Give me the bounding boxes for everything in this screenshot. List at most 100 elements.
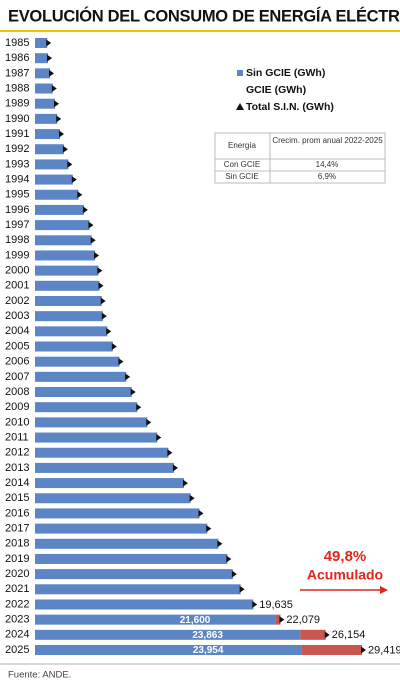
bar bbox=[35, 356, 120, 367]
bar bbox=[35, 68, 51, 79]
table-cell: 6,9% bbox=[318, 172, 336, 181]
y-tick-label: 2014 bbox=[5, 477, 29, 489]
bar bbox=[35, 569, 233, 580]
total-marker bbox=[361, 646, 366, 654]
data-label: 23,954 bbox=[193, 645, 224, 656]
bar bbox=[275, 614, 281, 625]
total-marker bbox=[206, 525, 212, 533]
bar bbox=[35, 326, 108, 337]
total-marker bbox=[46, 39, 52, 47]
y-tick-label: 2016 bbox=[5, 507, 29, 519]
y-tick-label: 2024 bbox=[5, 629, 29, 641]
total-marker bbox=[47, 54, 53, 62]
bar bbox=[35, 250, 96, 261]
total-marker bbox=[182, 479, 188, 487]
total-marker bbox=[88, 221, 94, 229]
total-marker bbox=[67, 160, 73, 168]
total-marker bbox=[59, 130, 65, 138]
bar bbox=[35, 508, 200, 519]
total-marker bbox=[71, 176, 77, 184]
y-tick-label: 2006 bbox=[5, 356, 29, 368]
y-tick-label: 1990 bbox=[5, 113, 29, 125]
bar bbox=[35, 432, 158, 443]
total-marker bbox=[49, 69, 55, 77]
legend-label: Total S.I.N. (GWh) bbox=[246, 101, 334, 113]
y-tick-label: 2018 bbox=[5, 538, 29, 550]
bar bbox=[35, 235, 92, 246]
data-label: 22,079 bbox=[286, 614, 320, 626]
total-marker bbox=[226, 555, 232, 563]
y-tick-label: 1986 bbox=[5, 52, 29, 64]
annotation-label: Acumulado bbox=[307, 567, 383, 583]
legend-swatch bbox=[237, 70, 243, 76]
y-tick-label: 2001 bbox=[5, 280, 29, 292]
data-label: 21,600 bbox=[180, 615, 211, 626]
legend-label: GCIE (GWh) bbox=[246, 84, 306, 96]
bar bbox=[35, 38, 48, 48]
bar bbox=[35, 447, 169, 458]
y-tick-label: 2009 bbox=[5, 401, 29, 413]
bar bbox=[35, 129, 61, 140]
bar bbox=[35, 538, 219, 549]
growth-table: Energía Crecim. prom anual 2022-2025 Con… bbox=[214, 132, 386, 184]
data-label: 19,635 bbox=[259, 599, 293, 611]
y-tick-label: 2007 bbox=[5, 371, 29, 383]
total-marker bbox=[252, 600, 258, 608]
y-tick-label: 1994 bbox=[5, 173, 29, 185]
y-tick-label: 2000 bbox=[5, 265, 29, 277]
total-marker bbox=[100, 297, 106, 305]
table-header: Energía bbox=[228, 141, 257, 150]
bar bbox=[35, 402, 138, 413]
y-tick-label: 1989 bbox=[5, 98, 29, 110]
y-tick-label: 2015 bbox=[5, 492, 29, 504]
total-marker bbox=[106, 327, 112, 335]
bar bbox=[35, 462, 174, 473]
total-marker bbox=[172, 464, 178, 472]
table-cell: Sin GCIE bbox=[225, 172, 258, 181]
bar bbox=[35, 144, 64, 155]
annotation-value: 49,8% bbox=[324, 548, 367, 565]
bar bbox=[301, 645, 362, 655]
legend-swatch bbox=[236, 103, 244, 110]
total-marker bbox=[111, 343, 117, 350]
y-tick-label: 1991 bbox=[5, 128, 29, 140]
y-tick-label: 2020 bbox=[5, 568, 29, 580]
data-label: 23,863 bbox=[192, 630, 223, 641]
y-tick-label: 1987 bbox=[5, 67, 29, 79]
total-marker bbox=[90, 236, 96, 244]
bar bbox=[35, 614, 276, 625]
y-tick-label: 1995 bbox=[5, 189, 29, 201]
bar bbox=[35, 53, 49, 64]
bar bbox=[35, 159, 69, 170]
y-tick-label: 1999 bbox=[5, 249, 29, 261]
y-tick-label: 1993 bbox=[5, 158, 29, 170]
total-marker bbox=[136, 403, 142, 411]
bar bbox=[300, 629, 326, 640]
y-tick-label: 2025 bbox=[5, 644, 29, 656]
table-cell: 14,4% bbox=[316, 160, 339, 169]
bar bbox=[35, 584, 241, 595]
y-tick-label: 2011 bbox=[5, 431, 29, 443]
total-marker bbox=[77, 191, 83, 199]
data-label: 29,419 bbox=[368, 644, 400, 656]
bar bbox=[35, 98, 56, 109]
source: Fuente: ANDE. bbox=[8, 670, 71, 681]
total-marker bbox=[146, 418, 152, 426]
y-tick-label: 2012 bbox=[5, 447, 29, 459]
bar bbox=[35, 371, 127, 382]
legend-label: Sin GCIE (GWh) bbox=[246, 67, 325, 79]
total-marker bbox=[118, 358, 124, 366]
total-marker bbox=[167, 449, 173, 457]
bar bbox=[35, 341, 113, 352]
y-tick-label: 2010 bbox=[5, 416, 29, 428]
total-marker bbox=[156, 434, 162, 442]
total-marker bbox=[98, 282, 104, 290]
y-tick-label: 1992 bbox=[5, 143, 29, 155]
total-marker bbox=[324, 631, 330, 639]
bar bbox=[35, 417, 148, 428]
total-marker bbox=[198, 509, 204, 517]
total-marker bbox=[101, 312, 107, 320]
annotation-arrow bbox=[300, 586, 388, 594]
y-tick-label: 1996 bbox=[5, 204, 29, 216]
